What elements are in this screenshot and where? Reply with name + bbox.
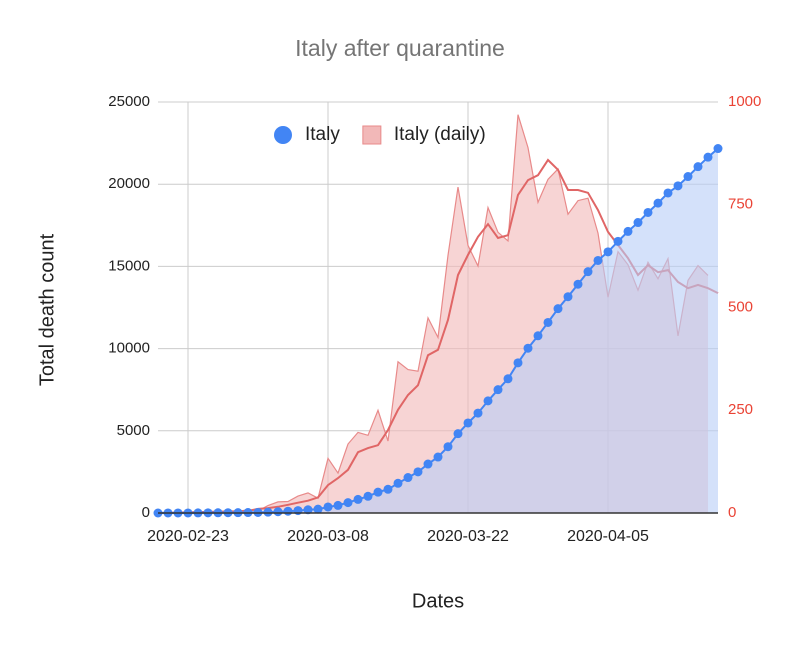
legend-label: Italy [305, 124, 340, 145]
data-point [573, 279, 583, 289]
axes: 0 5000 10000 15000 20000 25000 0 250 500 750 1000 2… [108, 93, 761, 545]
data-point [633, 218, 643, 228]
y2-tick-label: 750 [728, 196, 753, 213]
data-point [623, 226, 633, 236]
data-point [563, 292, 573, 302]
data-point [493, 385, 503, 395]
data-point [683, 172, 693, 182]
legend-swatch [362, 125, 382, 145]
data-point [323, 502, 333, 512]
data-point [303, 505, 313, 515]
data-point [263, 507, 273, 517]
legend: Italy Italy (daily) [274, 124, 486, 145]
y-tick-label: 10000 [108, 340, 150, 357]
data-point [423, 459, 433, 469]
legend-label: Italy (daily) [394, 124, 486, 145]
x-tick-label: 2020-03-22 [427, 528, 509, 545]
data-point [603, 247, 613, 257]
legend-swatch [274, 126, 292, 144]
data-point [663, 188, 673, 198]
data-point [503, 374, 513, 384]
y-tick-label: 0 [142, 504, 150, 521]
data-point [583, 267, 593, 277]
data-point [673, 181, 683, 191]
data-point [713, 144, 723, 154]
data-point [353, 494, 363, 504]
y-tick-label: 25000 [108, 93, 150, 110]
y-axis-label: Total death count [36, 233, 58, 386]
data-point [443, 442, 453, 452]
y2-tick-label: 0 [728, 504, 736, 521]
data-point [533, 331, 543, 341]
plot-marks [153, 114, 723, 518]
data-point [523, 343, 533, 353]
data-point [643, 207, 653, 217]
data-point [283, 506, 293, 516]
x-tick-label: 2020-03-08 [287, 528, 369, 545]
y-tick-label: 15000 [108, 257, 150, 274]
data-point [513, 358, 523, 368]
data-point [273, 507, 283, 517]
data-point [413, 467, 423, 477]
y2-tick-label: 500 [728, 298, 753, 315]
data-point [403, 473, 413, 483]
data-point [593, 255, 603, 265]
data-point [453, 429, 463, 439]
data-point [463, 418, 473, 428]
y2-tick-label: 250 [728, 401, 753, 418]
x-axis-label: Dates [412, 590, 464, 612]
data-point [393, 478, 403, 488]
data-point [693, 162, 703, 172]
data-point [483, 396, 493, 406]
data-point [553, 304, 563, 314]
data-point [373, 487, 383, 497]
data-point [313, 504, 323, 514]
data-point [363, 491, 373, 501]
data-point [383, 484, 393, 494]
data-point [333, 500, 343, 510]
data-point [653, 198, 663, 208]
data-point [473, 408, 483, 418]
chart-title: Italy after quarantine [295, 35, 505, 61]
y-tick-label: 20000 [108, 175, 150, 192]
data-point [343, 498, 353, 508]
x-tick-label: 2020-04-05 [567, 528, 649, 545]
data-point [433, 452, 443, 462]
data-point [543, 317, 553, 327]
y2-tick-label: 1000 [728, 93, 761, 110]
x-tick-label: 2020-02-23 [147, 528, 229, 545]
data-point [703, 152, 713, 162]
data-point [613, 236, 623, 246]
series-area [158, 148, 718, 513]
y-tick-label: 5000 [117, 422, 150, 439]
